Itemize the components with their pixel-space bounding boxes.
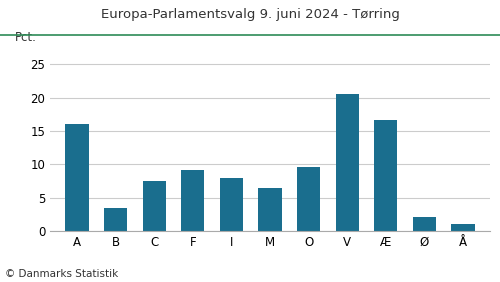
Text: © Danmarks Statistik: © Danmarks Statistik [5, 269, 118, 279]
Bar [66, 124, 88, 231]
Bar [452, 224, 474, 231]
Bar [220, 178, 243, 231]
Text: Europa-Parlamentsvalg 9. juni 2024 - Tørring: Europa-Parlamentsvalg 9. juni 2024 - Tør… [100, 8, 400, 21]
Bar [142, 181, 166, 231]
Text: Pct.: Pct. [15, 30, 36, 43]
Bar [413, 217, 436, 231]
Bar [104, 208, 127, 231]
Bar [297, 167, 320, 231]
Bar [336, 94, 359, 231]
Bar [374, 120, 398, 231]
Bar [181, 170, 204, 231]
Bar [258, 188, 281, 231]
